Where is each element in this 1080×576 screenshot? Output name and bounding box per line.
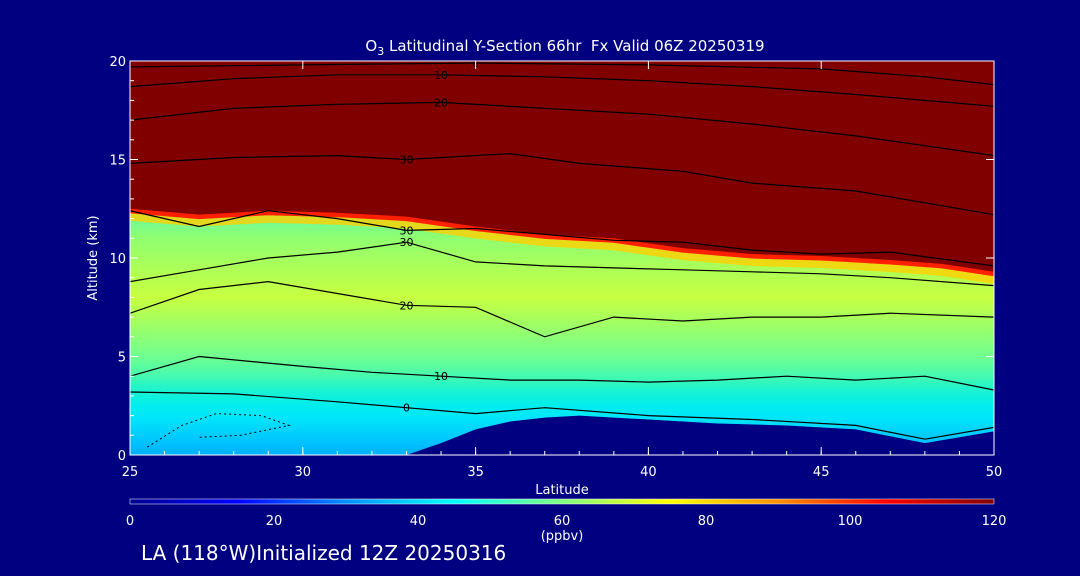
colorbar-tick-label: 20 xyxy=(266,514,283,529)
contour-line xyxy=(130,280,994,338)
contour-label: 10 xyxy=(434,69,448,82)
terrain-mask xyxy=(130,415,994,455)
chart-title: O3 Latitudinal Y-Section 66hr Fx Valid 0… xyxy=(365,37,764,58)
contour-label: 20 xyxy=(399,299,413,312)
colorbar-ticks: 0 20 40 60 80 100 120 xyxy=(126,514,1007,529)
tropopause-gradient-band xyxy=(130,208,994,284)
colorbar-tick-label: 100 xyxy=(838,514,863,529)
contour-label: 0 xyxy=(403,402,410,415)
y-tick-label: 10 xyxy=(109,252,126,267)
x-axis-label: Latitude xyxy=(535,483,589,498)
plot-area: 0102030303020100 xyxy=(130,61,994,455)
x-tick-label: 25 xyxy=(122,465,139,480)
y-tick-label: 5 xyxy=(118,351,126,366)
contour-line xyxy=(130,391,994,440)
contour-line xyxy=(130,355,994,391)
x-tick-label: 50 xyxy=(986,465,1003,480)
y-tick-label: 20 xyxy=(109,55,126,70)
y-axis-label: Altitude (km) xyxy=(86,215,101,300)
contour-line xyxy=(130,74,994,107)
colorbar xyxy=(129,498,995,505)
colorbar-tick-label: 40 xyxy=(410,514,427,529)
y-tick-label: 0 xyxy=(118,449,126,464)
x-tick-label: 30 xyxy=(295,465,312,480)
x-tick-label: 40 xyxy=(640,465,657,480)
contour-line xyxy=(130,210,994,267)
axes: 25 30 35 40 45 50 0 5 10 15 20 xyxy=(109,55,1002,480)
colorbar-unit-label: (ppbv) xyxy=(541,529,584,544)
colorbar-tick-label: 80 xyxy=(698,514,715,529)
colorbar-tick-label: 120 xyxy=(982,514,1007,529)
contour-label: 10 xyxy=(434,370,448,383)
footer-caption: LA (118°W)Initialized 12Z 20250316 xyxy=(141,541,507,565)
contour-line xyxy=(130,152,994,216)
contour-label: 30 xyxy=(399,236,413,249)
contour-line xyxy=(130,101,994,157)
stratosphere-region xyxy=(130,61,994,272)
tropopause-edge xyxy=(130,208,994,277)
colorbar-tick-label: 0 xyxy=(126,514,134,529)
contour-label: 30 xyxy=(399,154,413,167)
x-tick-label: 45 xyxy=(813,465,830,480)
x-tick-label: 35 xyxy=(467,465,484,480)
colorbar-tick-label: 60 xyxy=(554,514,571,529)
contour-label: 30 xyxy=(399,224,413,237)
contour-label: 20 xyxy=(434,96,448,109)
contour-line xyxy=(130,241,994,287)
dotted-contour xyxy=(147,413,291,448)
y-tick-label: 15 xyxy=(109,154,126,169)
